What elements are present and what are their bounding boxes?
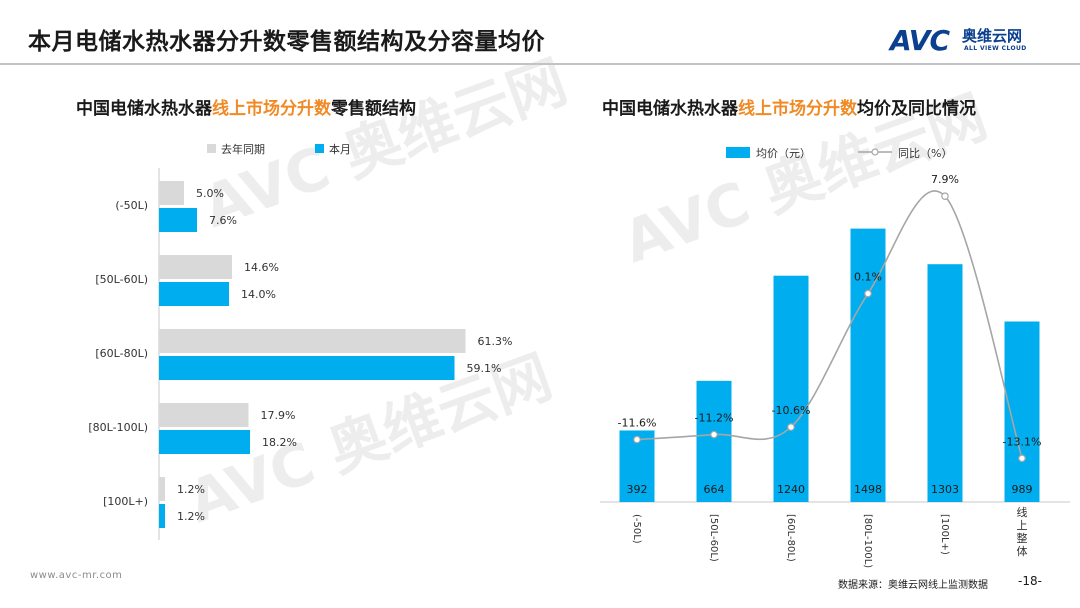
bar — [159, 329, 466, 353]
yoy-label: 0.1% — [854, 271, 882, 284]
logo-brand: AVC — [890, 24, 950, 57]
data-label: 14.0% — [241, 288, 276, 301]
footer-url: www.avc-mr.com — [30, 570, 123, 581]
legend-label: 均价（元） — [756, 147, 811, 160]
bar — [696, 380, 732, 502]
bar — [159, 282, 229, 306]
data-label: 1240 — [777, 483, 805, 496]
data-label: 1.2% — [177, 483, 205, 496]
left-chart-title-highlight: 线上市场分升数 — [212, 99, 331, 119]
legend-swatch — [315, 144, 324, 153]
right-chart-title-post: 均价及同比情况 — [857, 99, 976, 119]
x-tick-label: [100L+) — [939, 514, 950, 555]
logo-brand-en: ALL VIEW CLOUD — [964, 45, 1027, 52]
page-number: -18- — [1018, 574, 1042, 588]
data-label: 59.1% — [467, 362, 502, 375]
bar — [159, 181, 184, 205]
yoy-marker — [1018, 454, 1026, 463]
left-bar-chart: 去年同期 本月 (-50L) 5.0% 7.6% [50L-60L) 14.6% 14.0% [… — [88, 142, 513, 540]
bar — [159, 430, 250, 454]
data-label: 17.9% — [261, 409, 296, 422]
avc-logo: AVC 奥维云网 ALL VIEW CLOUD — [890, 24, 1060, 57]
data-label: 392 — [627, 483, 648, 496]
data-label: 664 — [704, 483, 725, 496]
y-tick-label: [80L-100L) — [88, 421, 148, 434]
x-tick-label: [80L-100L) — [862, 514, 873, 568]
yoy-label: -11.6% — [618, 417, 657, 430]
left-chart-title-post: 零售额结构 — [331, 99, 416, 119]
logo-brand-cn: 奥维云网 — [962, 27, 1023, 45]
data-label: 1.2% — [177, 510, 205, 523]
data-label: 989 — [1012, 483, 1033, 496]
bar — [159, 477, 165, 501]
data-label: 1498 — [854, 483, 882, 496]
yoy-label: -11.2% — [695, 412, 734, 425]
data-label: 7.6% — [209, 214, 237, 227]
right-chart-title: 中国电储水热水器线上市场分升数均价及同比情况 — [602, 94, 976, 119]
data-label: 1303 — [931, 483, 959, 496]
y-tick-label: [60L-80L) — [95, 347, 148, 360]
left-chart-title: 中国电储水热水器线上市场分升数零售额结构 — [76, 94, 416, 119]
x-tick-label: [60L-80L) — [785, 514, 796, 562]
bar — [927, 264, 963, 502]
x-tick-label: (-50L) — [631, 514, 642, 544]
data-label: 14.6% — [244, 261, 279, 274]
legend-swatch — [207, 144, 216, 153]
right-chart-title-pre: 中国电储水热水器 — [602, 99, 738, 119]
legend-label: 去年同期 — [221, 142, 265, 156]
left-chart-title-pre: 中国电储水热水器 — [76, 99, 212, 119]
bar — [773, 275, 809, 502]
bar — [159, 208, 197, 232]
bar — [159, 504, 165, 528]
yoy-marker — [941, 192, 949, 201]
legend-marker — [871, 148, 879, 156]
yoy-marker — [710, 430, 718, 439]
bar — [159, 356, 455, 380]
y-tick-label: (-50L) — [115, 199, 148, 212]
yoy-label: -10.6% — [772, 404, 811, 417]
yoy-marker — [787, 423, 795, 431]
yoy-marker — [864, 289, 872, 298]
y-tick-label: [50L-60L) — [95, 273, 148, 286]
x-tick-label: 线上整体 — [1017, 505, 1028, 558]
bar — [159, 403, 249, 427]
data-label: 61.3% — [478, 335, 513, 348]
yoy-label: -13.1% — [1003, 435, 1042, 448]
legend-label: 本月 — [329, 142, 351, 156]
page-title: 本月电储水热水器分升数零售额结构及分容量均价 — [28, 29, 545, 55]
title-divider — [0, 63, 1080, 65]
yoy-marker — [633, 435, 641, 444]
y-tick-label: [100L+) — [103, 495, 148, 508]
bar — [159, 255, 232, 279]
legend-label: 同比（%） — [898, 147, 952, 160]
data-source: 数据来源：奥维云网线上监测数据 — [838, 580, 988, 591]
x-tick-label: [50L-60L) — [708, 514, 719, 562]
data-label: 18.2% — [262, 436, 297, 449]
right-combo-chart: 均价（元） 同比（%） 392 (-50L) 664 [50L-60L) 1240 [60L-… — [600, 147, 1070, 568]
yoy-label: 7.9% — [931, 173, 959, 186]
legend-swatch — [726, 147, 750, 158]
right-chart-title-highlight: 线上市场分升数 — [738, 99, 857, 119]
data-label: 5.0% — [196, 187, 224, 200]
